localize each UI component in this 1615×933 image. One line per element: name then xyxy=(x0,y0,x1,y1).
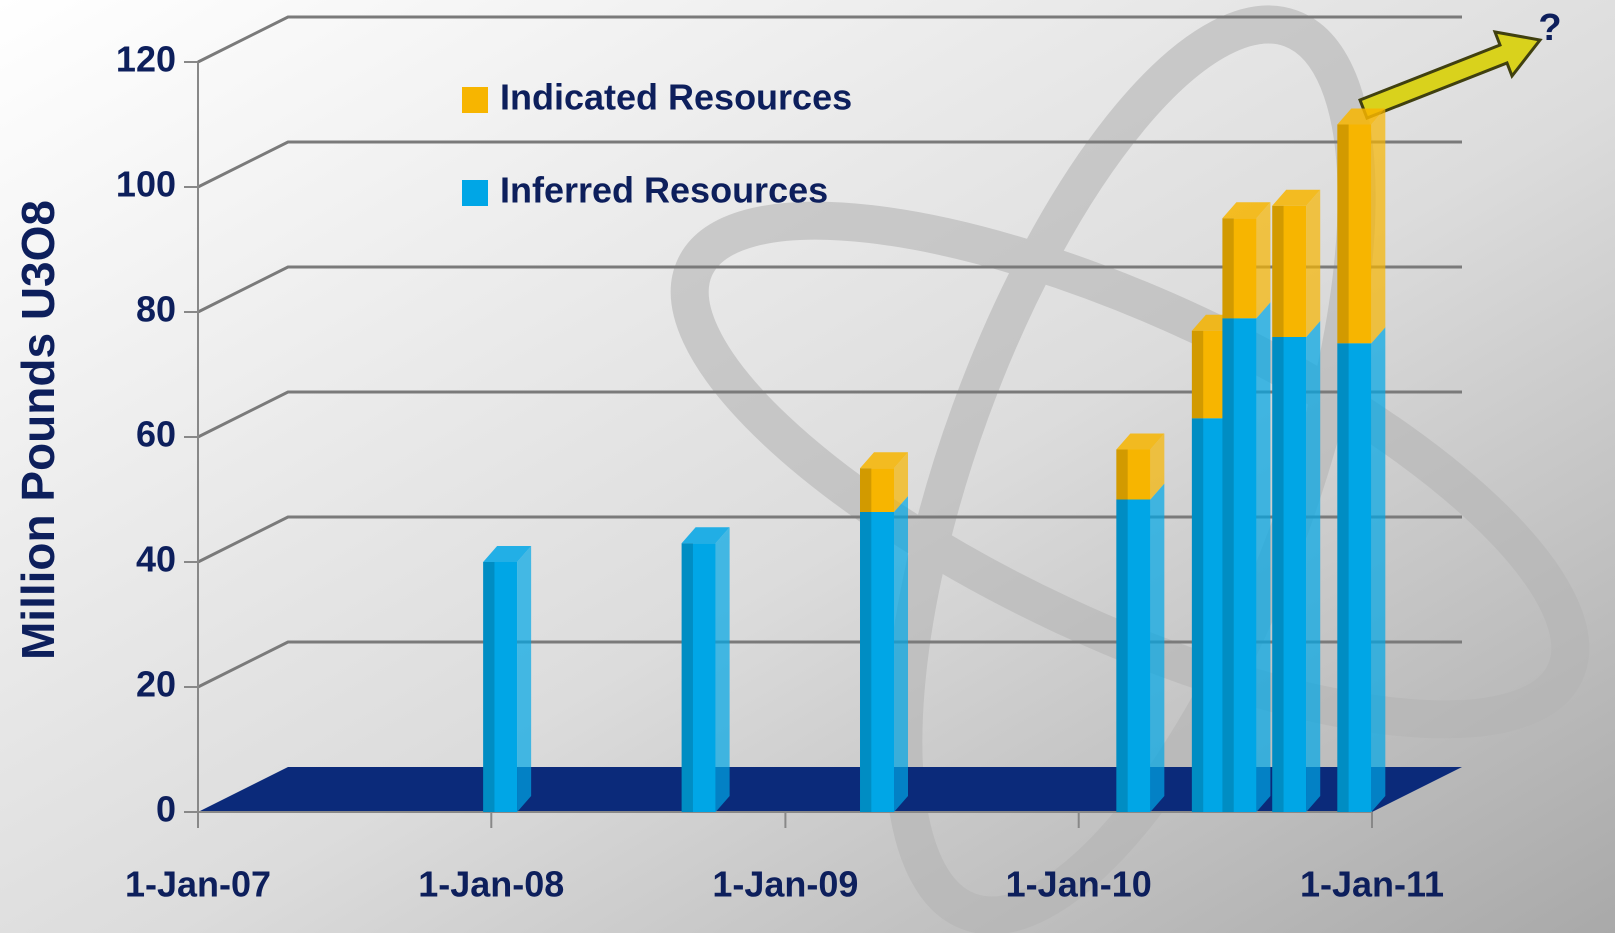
bar-shade xyxy=(1272,337,1284,812)
bar-shade xyxy=(1116,499,1128,812)
y-tick-label: 0 xyxy=(156,789,176,830)
legend-swatch xyxy=(462,180,488,206)
x-tick-label: 1-Jan-10 xyxy=(1006,864,1152,905)
arrow xyxy=(1358,30,1543,120)
bar-shade xyxy=(860,512,872,812)
bar-shade xyxy=(483,562,495,812)
bar-segment xyxy=(1272,205,1307,337)
bar-top xyxy=(860,452,909,469)
bar-side xyxy=(1371,327,1386,812)
bar-segment xyxy=(1272,337,1307,812)
y-tick-label: 40 xyxy=(136,539,176,580)
legend-label: Inferred Resources xyxy=(500,170,828,211)
y-axis-label: Million Pounds U3O8 xyxy=(12,200,64,660)
bar-top xyxy=(1222,202,1271,219)
bar-side xyxy=(1256,202,1271,319)
bar-segment xyxy=(1222,318,1257,812)
bar-segment xyxy=(1116,449,1151,500)
bar-side xyxy=(1256,302,1271,812)
x-tick-label: 1-Jan-08 xyxy=(418,864,564,905)
grid-line xyxy=(197,640,1462,689)
bar-shade xyxy=(860,468,872,512)
bar-side xyxy=(1306,189,1321,337)
y-tick-label: 20 xyxy=(136,664,176,705)
grid-line xyxy=(197,15,1462,64)
grid-line xyxy=(197,515,1462,564)
bar-shade xyxy=(1272,205,1284,337)
y-tick-label: 80 xyxy=(136,289,176,330)
bar-shade xyxy=(1116,449,1128,500)
bar-side xyxy=(1150,483,1165,812)
bar-side xyxy=(517,546,532,812)
bar-side xyxy=(715,527,730,812)
bar-top xyxy=(681,527,730,544)
bar-side xyxy=(1150,433,1165,500)
bar-segment xyxy=(1116,499,1151,812)
bar-top xyxy=(1272,189,1321,206)
x-tick-label: 1-Jan-09 xyxy=(712,864,858,905)
bar-shade xyxy=(1337,124,1349,344)
bar-side xyxy=(1306,321,1321,812)
legend-swatch xyxy=(462,87,488,113)
annotation: ? xyxy=(1538,7,1561,49)
bar-segment xyxy=(483,562,518,812)
bar-shade xyxy=(681,543,693,812)
x-tick-label: 1-Jan-11 xyxy=(1300,864,1444,905)
bar-segment xyxy=(860,512,895,812)
y-tick-label: 100 xyxy=(116,164,176,205)
bar-top xyxy=(1337,108,1386,125)
bar-shade xyxy=(1191,418,1204,812)
bar-side xyxy=(894,452,909,512)
bar-shade xyxy=(1222,318,1234,812)
grid-line xyxy=(197,390,1462,439)
grid-line xyxy=(197,140,1462,189)
bar-segment xyxy=(1191,330,1226,419)
bar-segment xyxy=(860,468,895,512)
legend-label: Indicated Resources xyxy=(500,77,852,118)
bar-top xyxy=(483,546,532,562)
bar-segment xyxy=(1191,418,1226,812)
bar-shade xyxy=(1222,218,1234,319)
bar-segment xyxy=(1337,124,1372,344)
bar-top xyxy=(1116,433,1165,450)
bar-segment xyxy=(681,543,716,812)
bar-side xyxy=(1371,108,1386,344)
x-tick-label: 1-Jan-07 xyxy=(125,864,271,905)
bar-shade xyxy=(1191,330,1204,419)
grid-line xyxy=(197,265,1462,314)
y-tick-label: 60 xyxy=(136,414,176,455)
bar-segment xyxy=(1337,343,1372,812)
y-tick-label: 120 xyxy=(116,39,176,80)
bar-shade xyxy=(1337,343,1349,812)
bar-segment xyxy=(1222,218,1257,319)
bar-side xyxy=(894,496,909,812)
